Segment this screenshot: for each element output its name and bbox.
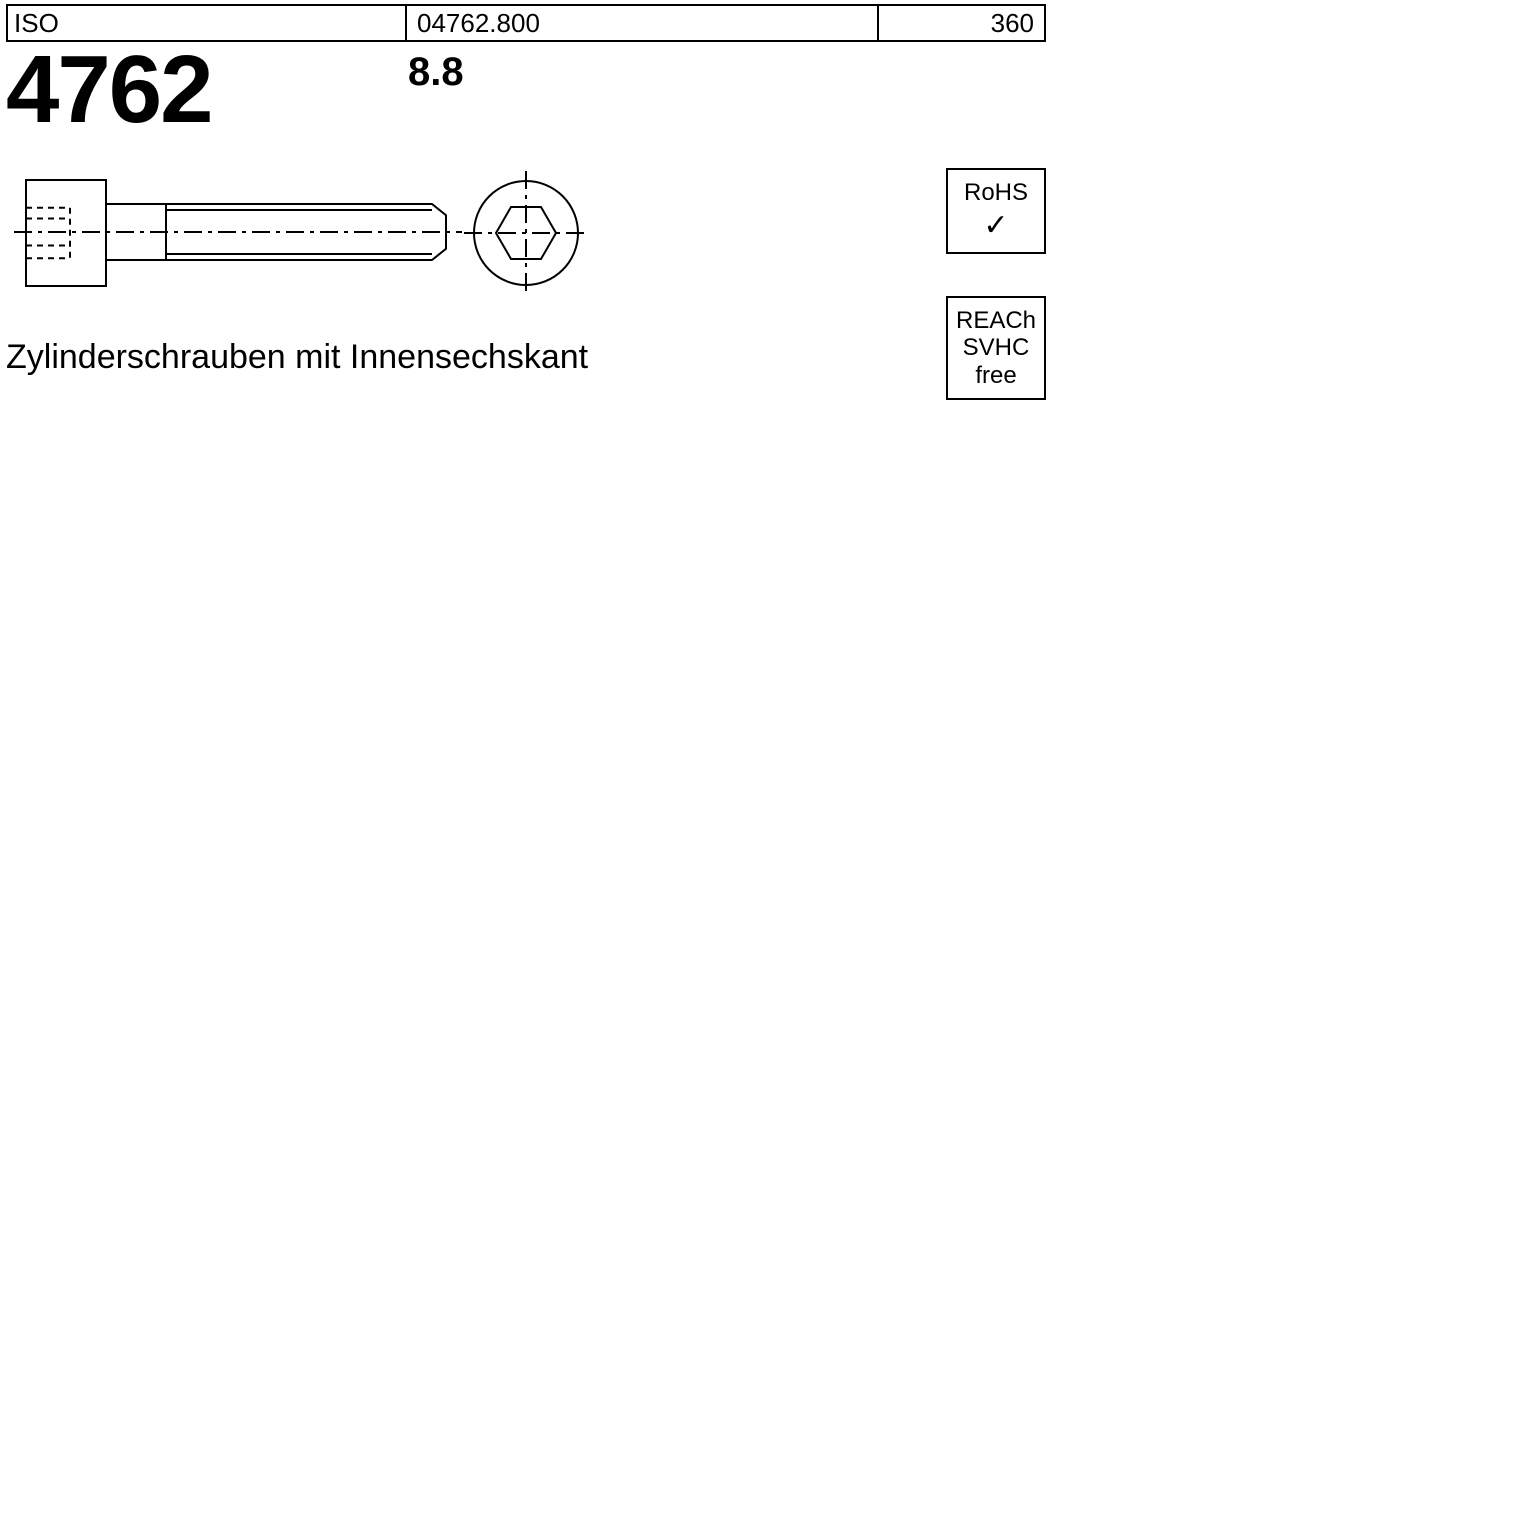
rohs-label: RoHS [964, 179, 1028, 207]
reach-line1: REACh [956, 307, 1036, 335]
reach-line3: free [975, 362, 1016, 390]
reach-badge: REACh SVHC free [946, 296, 1046, 400]
strength-grade: 8.8 [408, 50, 464, 95]
page-root: ISO 04762.800 360 4762 8.8 Zylinderschra… [0, 0, 1536, 1536]
standard-number: 4762 [6, 42, 212, 138]
checkmark-icon: ✓ [983, 209, 1008, 244]
product-description: Zylinderschrauben mit Innensechskant [6, 338, 588, 377]
header-cell-qty: 360 [879, 6, 1044, 40]
header-cell-code: 04762.800 [407, 6, 879, 40]
reach-line2: SVHC [963, 334, 1030, 362]
rohs-badge: RoHS ✓ [946, 168, 1046, 254]
bolt-diagram [6, 168, 606, 298]
header-cell-iso: ISO [8, 6, 407, 40]
